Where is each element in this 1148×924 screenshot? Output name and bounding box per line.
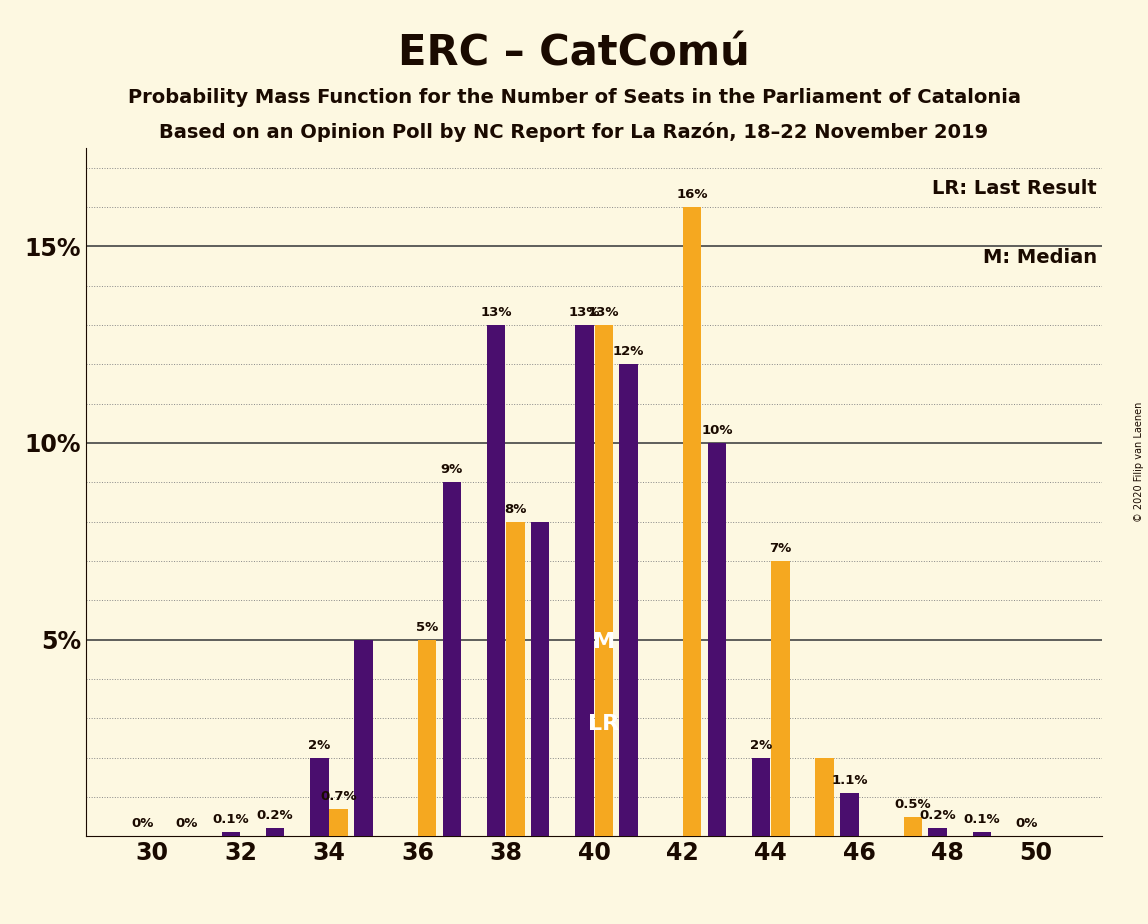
Text: M: Median: M: Median [983, 248, 1097, 267]
Bar [683, 207, 701, 836]
Text: 0.1%: 0.1% [963, 813, 1000, 826]
Text: 0%: 0% [132, 818, 154, 831]
Text: Based on an Opinion Poll by NC Report for La Razón, 18–22 November 2019: Based on an Opinion Poll by NC Report fo… [160, 122, 988, 142]
Bar [815, 758, 833, 836]
Bar [443, 482, 461, 836]
Bar [418, 639, 436, 836]
Bar [619, 364, 638, 836]
Text: LR: Last Result: LR: Last Result [932, 179, 1097, 198]
Bar [355, 639, 373, 836]
Text: 1.1%: 1.1% [831, 774, 868, 787]
Text: Probability Mass Function for the Number of Seats in the Parliament of Catalonia: Probability Mass Function for the Number… [127, 88, 1021, 107]
Text: ERC – CatComú: ERC – CatComú [398, 32, 750, 74]
Text: M: M [592, 632, 615, 652]
Bar [487, 325, 505, 836]
Bar [575, 325, 594, 836]
Text: 12%: 12% [613, 346, 644, 359]
Bar [752, 758, 770, 836]
Bar [222, 833, 240, 836]
Bar [266, 828, 285, 836]
Bar [929, 828, 947, 836]
Text: 8%: 8% [504, 503, 527, 516]
Bar [840, 793, 859, 836]
Bar [771, 561, 790, 836]
Text: 13%: 13% [568, 306, 600, 319]
Text: 2%: 2% [750, 738, 773, 751]
Text: 0.1%: 0.1% [212, 813, 249, 826]
Text: 16%: 16% [676, 188, 708, 201]
Text: 13%: 13% [588, 306, 620, 319]
Text: 0.5%: 0.5% [894, 797, 931, 810]
Text: 0%: 0% [176, 818, 197, 831]
Text: © 2020 Filip van Laenen: © 2020 Filip van Laenen [1134, 402, 1143, 522]
Bar [506, 521, 525, 836]
Text: 0.2%: 0.2% [257, 809, 294, 822]
Bar [903, 817, 922, 836]
Bar [972, 833, 991, 836]
Text: 0%: 0% [1015, 818, 1038, 831]
Bar [310, 758, 328, 836]
Text: 0.7%: 0.7% [320, 790, 357, 803]
Text: 13%: 13% [480, 306, 512, 319]
Text: 7%: 7% [769, 542, 792, 555]
Text: 10%: 10% [701, 424, 732, 437]
Text: LR: LR [588, 713, 620, 734]
Bar [329, 808, 348, 836]
Text: 5%: 5% [416, 621, 439, 634]
Bar [530, 521, 550, 836]
Text: 0.2%: 0.2% [920, 809, 956, 822]
Text: 9%: 9% [441, 463, 463, 476]
Bar [595, 325, 613, 836]
Bar [707, 443, 727, 836]
Text: 2%: 2% [308, 738, 331, 751]
